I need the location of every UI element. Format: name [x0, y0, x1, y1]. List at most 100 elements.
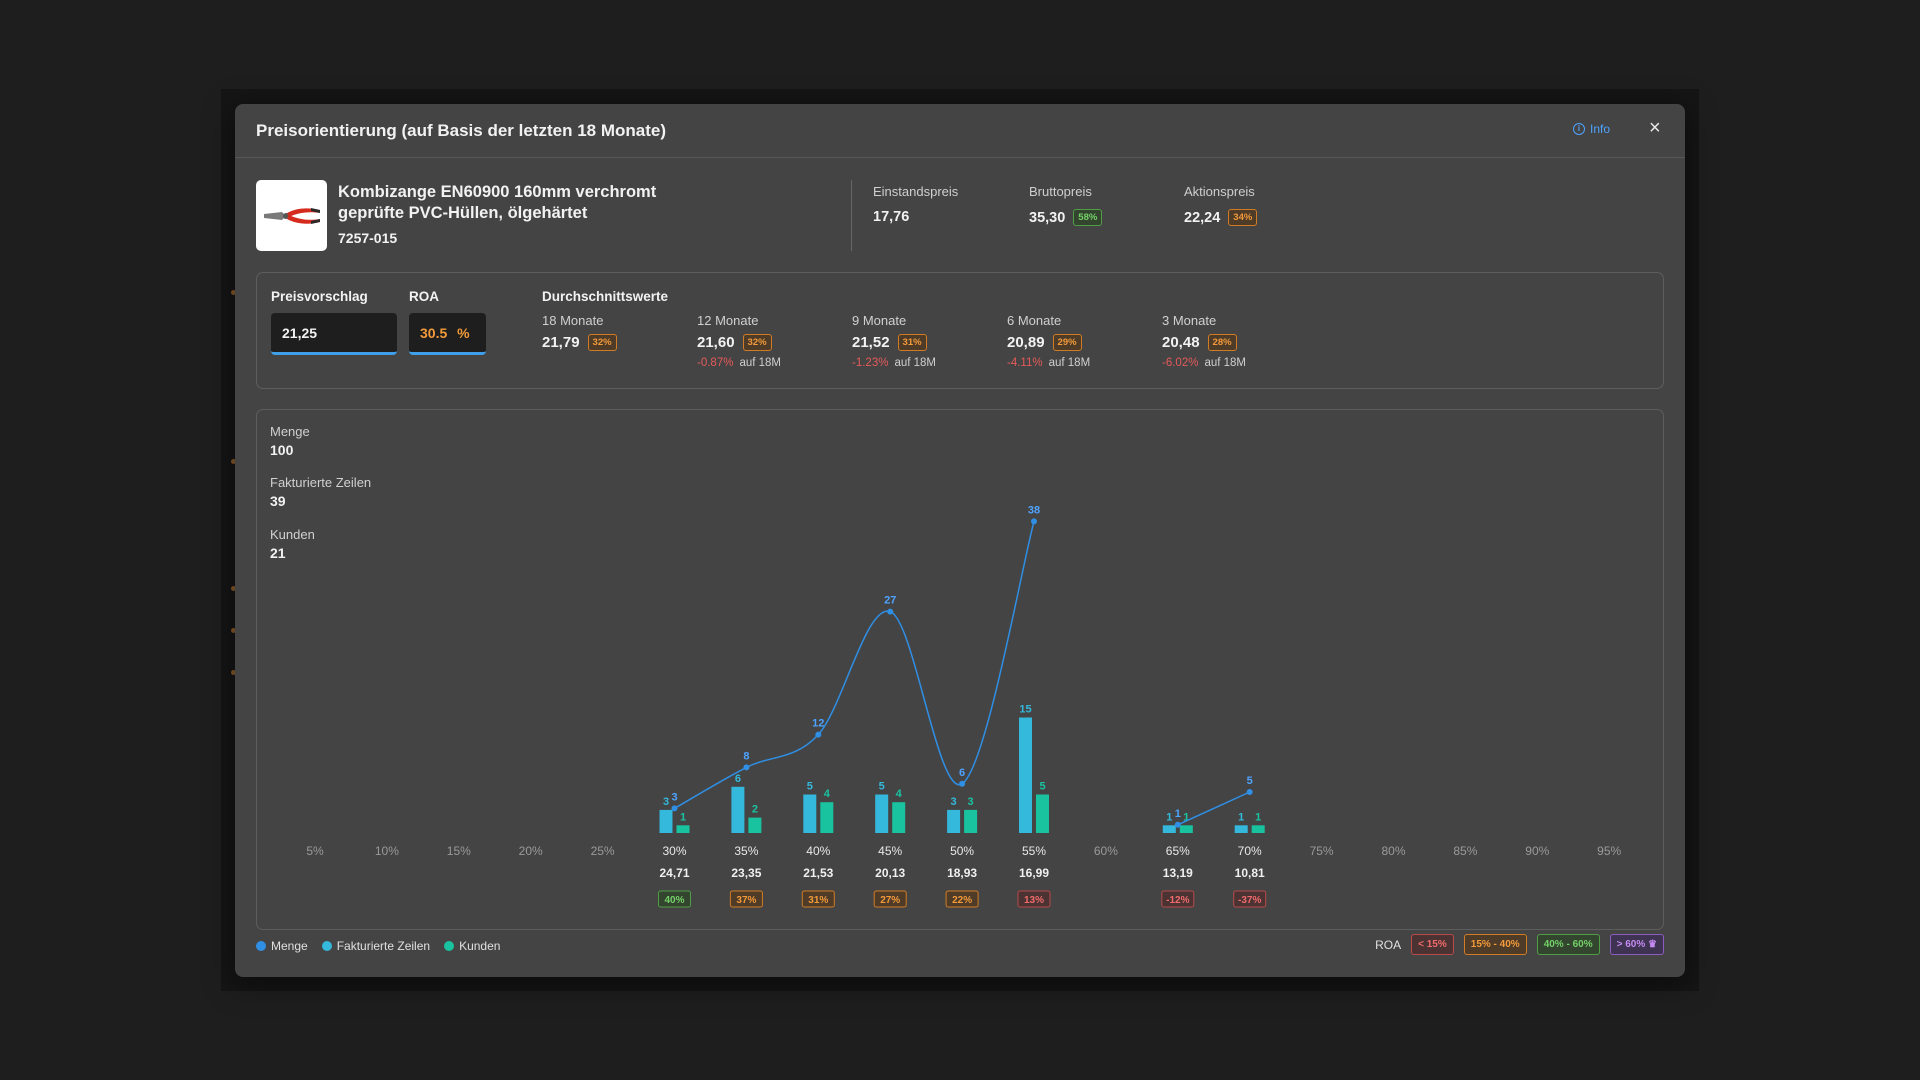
- bruttopreis: Bruttopreis 35,30 58%: [1029, 184, 1103, 226]
- product-name: Kombizange EN60900 160mm verchromt geprü…: [338, 182, 738, 224]
- x-tick-label: 20%: [519, 844, 543, 858]
- einstandspreis-value: 17,76: [873, 209, 910, 225]
- bar-kunden: [820, 802, 834, 833]
- average-12m: 12 Monate 21,60 32% -0.87% auf 18M: [697, 313, 781, 369]
- roa-badge-label: -12%: [1166, 895, 1189, 906]
- bar-fakturierte-zeilen: [875, 794, 889, 833]
- bar-value-label: 1: [1238, 811, 1244, 823]
- menge-value-label: 6: [959, 767, 965, 779]
- average-value: 20,48: [1162, 334, 1200, 351]
- modal-title: Preisorientierung (auf Basis der letzten…: [256, 121, 666, 140]
- average-roa-badge: 28%: [1207, 334, 1237, 351]
- roa-badge-label: 13%: [1024, 895, 1044, 906]
- average-delta: -4.11%: [1007, 357, 1043, 369]
- average-roa-badge: 31%: [897, 334, 927, 351]
- bar-kunden: [1251, 825, 1265, 833]
- bar-value-label: 3: [663, 796, 669, 808]
- bar-kunden: [1179, 825, 1193, 833]
- bar-value-label: 1: [1255, 811, 1261, 823]
- legend-label: Kunden: [459, 939, 501, 953]
- bruttopreis-value: 35,30: [1029, 209, 1066, 226]
- bar-kunden: [1036, 794, 1049, 833]
- stat-value: 39: [270, 493, 286, 509]
- legend-dot: [321, 941, 332, 951]
- averages-panel: Preisvorschlag 21,25 ROA 30.5 % Durchsch…: [256, 272, 1664, 389]
- info-button[interactable]: i Info: [1573, 122, 1610, 136]
- product-summary: Kombizange EN60900 160mm verchromt geprü…: [256, 180, 1684, 254]
- average-roa-badge: 29%: [1052, 334, 1082, 351]
- roa-unit: %: [457, 325, 470, 341]
- stat-menge: Menge 100: [270, 424, 310, 458]
- menge-line: [674, 521, 1035, 810]
- price-label: 16,99: [1019, 866, 1049, 880]
- average-delta: -1.23%: [852, 357, 889, 369]
- legend-label: Fakturierte Zeilen: [336, 939, 431, 953]
- stat-kunden: Kunden 21: [270, 527, 315, 561]
- price-label: 21,53: [803, 866, 833, 880]
- average-roa-badge: 32%: [742, 334, 772, 351]
- bar-value-label: 3: [968, 796, 974, 808]
- price-label: 23,35: [731, 866, 761, 880]
- bar-value-label: 4: [896, 788, 903, 800]
- price-label: 20,13: [875, 866, 905, 880]
- bar-value-label: 4: [824, 788, 831, 800]
- aktionspreis-label: Aktionspreis: [1184, 184, 1255, 199]
- average-value: 21,52: [852, 334, 890, 351]
- x-tick-label: 15%: [447, 844, 471, 858]
- close-button[interactable]: ×: [1649, 117, 1661, 139]
- backdrop-dot: [231, 290, 236, 295]
- bar-value-label: 5: [807, 781, 813, 793]
- x-tick-label: 80%: [1381, 844, 1405, 858]
- roa-badge: [1233, 890, 1267, 908]
- stat-value: 100: [270, 442, 294, 458]
- average-ref: auf 18M: [739, 357, 781, 369]
- bruttopreis-label: Bruttopreis: [1029, 184, 1092, 199]
- average-label: 6 Monate: [1007, 313, 1062, 328]
- x-tick-label: 5%: [306, 844, 324, 858]
- price-proposal-input[interactable]: 21,25: [271, 313, 397, 355]
- average-ref: auf 18M: [1048, 357, 1091, 369]
- menge-value-label: 1: [1175, 808, 1181, 820]
- bar-value-label: 1: [1166, 811, 1172, 823]
- x-tick-label: 90%: [1525, 844, 1549, 858]
- price-label: 24,71: [659, 866, 689, 880]
- x-tick-label: 65%: [1166, 844, 1190, 858]
- average-6m: 6 Monate 20,89 29% -4.11% auf 18M: [1007, 313, 1090, 369]
- bar-value-label: 15: [1019, 704, 1031, 716]
- bar-value-label: 2: [752, 804, 758, 816]
- menge-value-label: 8: [743, 750, 749, 762]
- backdrop-dot: [231, 628, 236, 633]
- menge-value-label: 3: [671, 791, 677, 803]
- x-tick-label: 45%: [878, 844, 902, 858]
- roa-badge: [945, 890, 979, 908]
- roa-range-badge: > 60% ♛: [1609, 934, 1664, 955]
- x-tick-label: 55%: [1022, 844, 1046, 858]
- roa-input[interactable]: 30.5 %: [409, 313, 486, 355]
- legend-item-zeilen[interactable]: Fakturierte Zeilen: [321, 939, 431, 953]
- bar-kunden: [676, 825, 690, 833]
- roa-legend: ROA < 15% 15% - 40% 40% - 60% > 60% ♛: [1375, 934, 1664, 955]
- bruttopreis-roa-badge: 58%: [1073, 209, 1103, 226]
- backdrop-dot: [231, 670, 236, 675]
- average-ref: auf 18M: [1204, 357, 1246, 369]
- backdrop-dot: [231, 586, 236, 591]
- roa-badge-label: 22%: [952, 895, 972, 906]
- average-3m: 3 Monate 20,48 28% -6.02% auf 18M: [1162, 313, 1246, 369]
- roa-badge-label: 27%: [880, 895, 900, 906]
- einstandspreis: Einstandspreis 17,76: [873, 184, 958, 225]
- menge-value-label: 27: [884, 595, 896, 607]
- menge-line: [1177, 791, 1251, 826]
- bar-value-label: 3: [951, 796, 957, 808]
- legend-item-menge[interactable]: Menge: [256, 939, 308, 953]
- stat-zeilen: Fakturierte Zeilen 39: [270, 475, 371, 509]
- menge-value-label: 5: [1247, 775, 1253, 787]
- x-tick-label: 30%: [662, 844, 686, 858]
- x-tick-label: 40%: [806, 844, 830, 858]
- legend-item-kunden[interactable]: Kunden: [444, 939, 500, 953]
- x-tick-label: 70%: [1238, 844, 1262, 858]
- aktionspreis: Aktionspreis 22,24 34%: [1184, 184, 1258, 226]
- price-orientation-modal: Preisorientierung (auf Basis der letzten…: [235, 104, 1685, 977]
- chart-panel: 5% 10% 15% 20% 25% 30% 24,71 40% 3 1 35% 23,35 37% 6 2…: [256, 409, 1664, 930]
- x-tick-label: 25%: [591, 844, 615, 858]
- roa-badge: [658, 890, 691, 908]
